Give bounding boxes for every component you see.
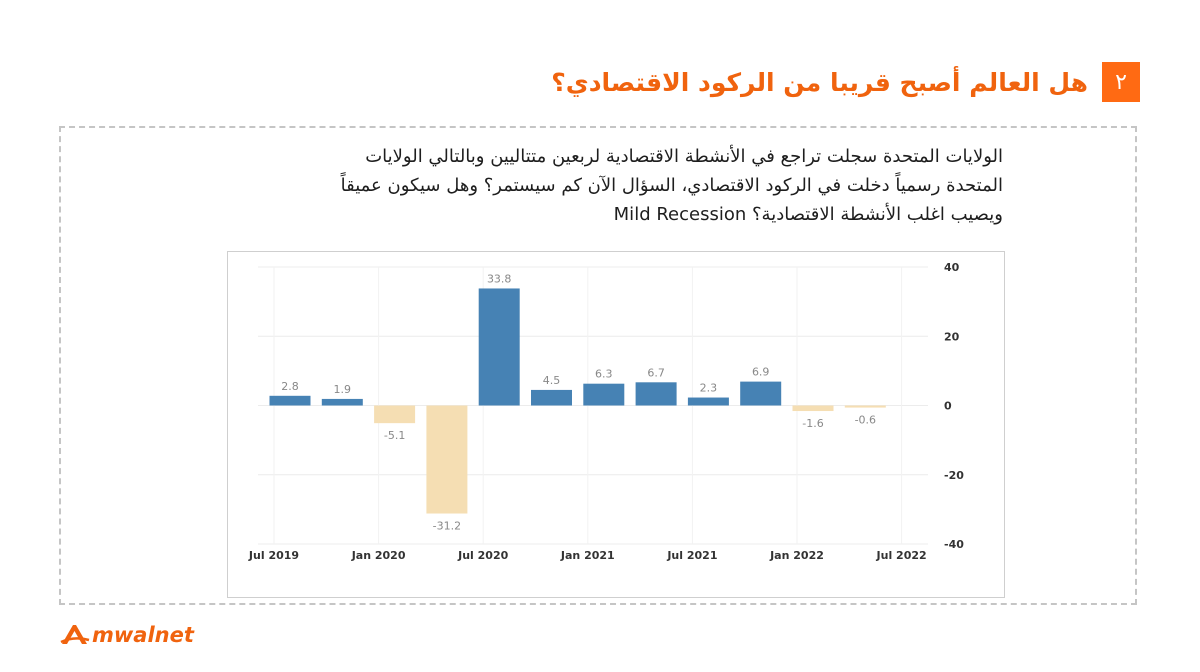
y-tick-label: -20 bbox=[944, 469, 964, 482]
mwalnet-logo: mwalnet bbox=[60, 620, 194, 650]
data-label: -1.6 bbox=[802, 417, 823, 430]
body-paragraph: الولايات المتحدة سجلت تراجع في الأنشطة ا… bbox=[240, 142, 1003, 229]
x-tick-label: Jul 2020 bbox=[457, 549, 508, 562]
x-tick-label: Jul 2022 bbox=[876, 549, 927, 562]
bar bbox=[478, 288, 520, 406]
chart-svg: 2.8 1.9 -5.1 -31.2 33.8 4.5 6.3 6.7 2.3 6.9 -1.6 -0… bbox=[248, 261, 964, 562]
bar bbox=[844, 405, 886, 408]
x-tick-label: Jan 2020 bbox=[351, 549, 406, 562]
slide-number-badge: ٢ bbox=[1102, 62, 1140, 102]
x-tick-label: Jan 2022 bbox=[769, 549, 824, 562]
body-line-1: الولايات المتحدة سجلت تراجع في الأنشطة ا… bbox=[365, 146, 1003, 167]
data-label: 2.3 bbox=[700, 382, 718, 395]
bar bbox=[635, 382, 677, 406]
logo-wordmark: mwalnet bbox=[92, 623, 194, 647]
slide-title: هل العالم أصبح قريبا من الركود الاقتصادي… bbox=[551, 67, 1088, 97]
bar bbox=[269, 395, 311, 406]
bar bbox=[374, 405, 416, 424]
y-tick-label: 0 bbox=[944, 400, 952, 413]
bar bbox=[792, 405, 834, 412]
bar bbox=[321, 398, 363, 406]
data-label: 6.3 bbox=[595, 368, 613, 381]
body-line-2: المتحدة رسمياً دخلت في الركود الاقتصادي،… bbox=[340, 175, 1003, 196]
x-tick-label: Jul 2019 bbox=[248, 549, 299, 562]
bar bbox=[531, 389, 572, 406]
data-label: 33.8 bbox=[487, 272, 512, 285]
gdp-bar-chart: 2.8 1.9 -5.1 -31.2 33.8 4.5 6.3 6.7 2.3 6.9 -1.6 -0… bbox=[227, 251, 1005, 598]
data-label: 2.8 bbox=[281, 380, 299, 393]
data-label: -0.6 bbox=[855, 414, 876, 427]
bar bbox=[740, 381, 782, 406]
data-label: 6.9 bbox=[752, 366, 770, 379]
body-line-3: ويصيب اغلب الأنشطة الاقتصادية؟ Mild Rece… bbox=[613, 204, 1003, 225]
logo-mark-icon bbox=[60, 625, 90, 644]
data-label: 1.9 bbox=[334, 383, 352, 396]
data-label: 4.5 bbox=[543, 374, 561, 387]
data-label: -5.1 bbox=[384, 429, 405, 442]
y-tick-label: 20 bbox=[944, 330, 960, 343]
bar bbox=[583, 383, 625, 406]
bar bbox=[687, 397, 729, 406]
bar bbox=[426, 405, 468, 514]
y-tick-label: -40 bbox=[944, 538, 964, 551]
x-tick-label: Jul 2021 bbox=[666, 549, 717, 562]
data-label: -31.2 bbox=[433, 520, 461, 533]
slide-heading: ٢ هل العالم أصبح قريبا من الركود الاقتصا… bbox=[551, 62, 1140, 102]
x-tick-label: Jan 2021 bbox=[560, 549, 615, 562]
data-label: 6.7 bbox=[647, 366, 665, 379]
y-tick-label: 40 bbox=[944, 261, 960, 274]
content-panel bbox=[59, 126, 1137, 605]
